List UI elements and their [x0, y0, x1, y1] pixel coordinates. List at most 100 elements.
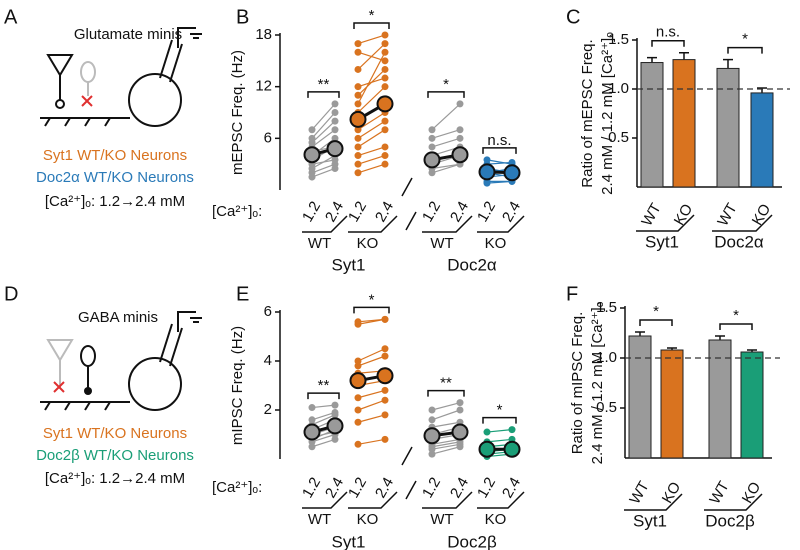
- gene-underline: [636, 214, 695, 232]
- y-tick-label: 1.0: [596, 349, 617, 366]
- mean-point: [503, 440, 521, 458]
- point: [308, 443, 316, 451]
- pair-line: [357, 399, 386, 411]
- group-underline: [302, 491, 348, 509]
- group-underline: [477, 491, 525, 509]
- gene-label: Doc2β: [447, 532, 497, 550]
- point: [483, 156, 491, 164]
- point: [456, 134, 464, 142]
- bar: [660, 349, 684, 459]
- point: [331, 408, 339, 416]
- mean-point: [423, 427, 441, 445]
- pair-line: [357, 355, 386, 367]
- y-axis-label: Ratio of mEPSC Freq.: [579, 39, 596, 187]
- y-tick-label: 6: [264, 303, 272, 320]
- panel-letter: E: [236, 283, 249, 305]
- pair-line: [431, 421, 461, 428]
- pair-line: [311, 120, 336, 144]
- axis-break: [401, 177, 417, 231]
- point: [308, 416, 316, 424]
- point: [354, 406, 362, 414]
- point: [354, 394, 362, 402]
- diagram-line: Syt1 WT/KO Neurons: [43, 425, 187, 442]
- condition-label: 1.2: [474, 198, 499, 225]
- pair-line: [357, 111, 386, 131]
- sig-bracket: [353, 22, 390, 29]
- point: [308, 404, 316, 412]
- pair-line: [357, 163, 386, 174]
- sig-bracket: [719, 323, 753, 330]
- gene-label: Syt1: [633, 511, 667, 530]
- gene-underline: [712, 214, 773, 232]
- point: [381, 57, 389, 65]
- point: [354, 40, 362, 48]
- point: [428, 143, 436, 151]
- mean-point: [303, 423, 321, 441]
- diagram-line: Syt1 WT/KO Neurons: [43, 147, 187, 164]
- point: [331, 100, 339, 108]
- pair-line: [357, 318, 386, 323]
- gene-underline: [704, 493, 763, 511]
- conditions-label: [Ca²⁺]ₒ:: [212, 479, 262, 496]
- gene-label: Doc2β: [705, 511, 755, 530]
- point: [381, 143, 389, 151]
- mean-point: [326, 417, 344, 435]
- group-label: KO: [485, 511, 507, 528]
- bar: [750, 92, 774, 188]
- panel-letter: D: [4, 283, 18, 305]
- diagram-line: [Ca²⁺]ₒ: 1.2→2.4 mM: [45, 470, 185, 487]
- point: [381, 48, 389, 56]
- point: [354, 83, 362, 91]
- gene-underline: [624, 493, 683, 511]
- pair-line: [311, 433, 336, 443]
- mean-point: [423, 151, 441, 169]
- pair-line: [357, 51, 386, 62]
- diagram-line: Doc2α WT/KO Neurons: [36, 169, 194, 186]
- point: [428, 416, 436, 424]
- pair-line: [357, 129, 386, 148]
- pair-line: [357, 154, 386, 165]
- pair-line: [311, 163, 336, 174]
- mean-point: [478, 163, 496, 181]
- mean-point: [349, 110, 367, 128]
- x-tick-label: WT: [638, 200, 664, 229]
- panel-letter: B: [236, 6, 249, 28]
- point: [428, 134, 436, 142]
- pair-line: [431, 443, 461, 450]
- bar: [708, 339, 732, 459]
- condition-label: 2.4: [322, 198, 347, 225]
- pair-line: [311, 159, 336, 165]
- sig-bracket: [727, 46, 763, 54]
- point: [483, 428, 491, 436]
- sig-label: *: [733, 307, 739, 324]
- mean-point: [478, 440, 496, 458]
- y-tick-label: 0.5: [596, 399, 617, 416]
- panel-letter: A: [4, 6, 18, 28]
- sig-label: **: [318, 76, 330, 93]
- point: [381, 65, 389, 73]
- pair-line: [311, 438, 336, 448]
- y-tick-label: 1.0: [608, 80, 629, 97]
- point: [354, 418, 362, 426]
- y-tick-label: 2: [264, 401, 272, 418]
- pair-line: [486, 159, 513, 165]
- condition-label: 2.4: [499, 198, 524, 225]
- point: [331, 109, 339, 116]
- pair-line: [431, 137, 461, 148]
- condition-label: 2.4: [372, 474, 397, 501]
- pair-line: [357, 348, 386, 362]
- pair-line: [431, 409, 461, 421]
- sig-bracket: [307, 91, 340, 98]
- gene-label: Syt1: [331, 255, 365, 274]
- conditions-label: [Ca²⁺]ₒ:: [212, 203, 262, 220]
- bar: [672, 59, 696, 188]
- point: [456, 406, 464, 414]
- mean-point: [349, 372, 367, 390]
- y-tick-label: 6: [264, 129, 272, 146]
- gene-label: Doc2α: [714, 232, 764, 251]
- mean-point: [303, 146, 321, 164]
- point: [354, 318, 362, 326]
- point: [428, 126, 436, 134]
- sig-label: *: [369, 291, 375, 308]
- bar: [628, 335, 652, 459]
